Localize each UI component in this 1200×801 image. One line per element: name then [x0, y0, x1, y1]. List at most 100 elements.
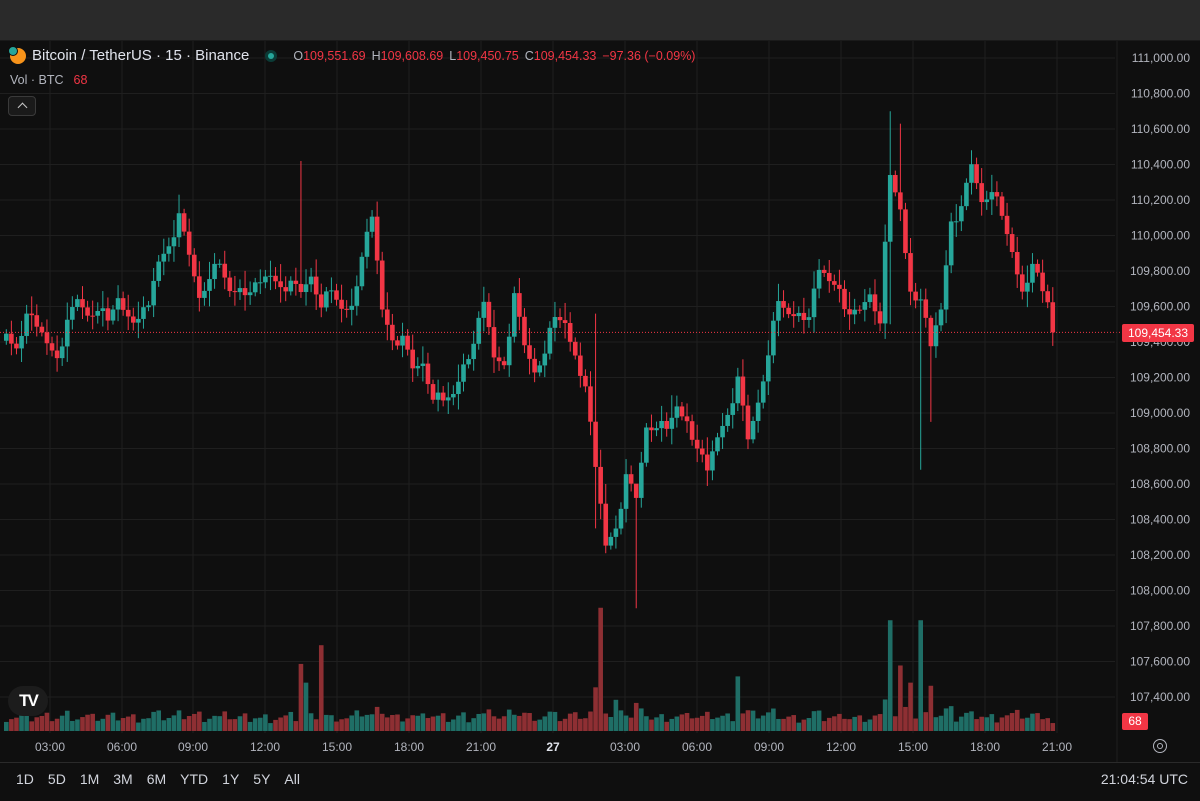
range-button-ytd[interactable]: YTD	[180, 771, 209, 787]
candle[interactable]	[1045, 291, 1050, 303]
candle[interactable]	[893, 175, 898, 193]
candle[interactable]	[999, 196, 1005, 216]
candle[interactable]	[268, 275, 273, 277]
candle[interactable]	[171, 237, 177, 247]
candle[interactable]	[308, 276, 314, 285]
range-button-6m[interactable]: 6M	[146, 771, 167, 787]
range-button-1m[interactable]: 1M	[79, 771, 100, 787]
candle[interactable]	[430, 384, 436, 400]
candle[interactable]	[24, 313, 29, 336]
candle[interactable]	[522, 316, 527, 346]
candle[interactable]	[100, 308, 106, 312]
candle[interactable]	[826, 272, 832, 282]
candle[interactable]	[324, 291, 329, 308]
candle[interactable]	[938, 309, 944, 326]
candle[interactable]	[151, 280, 156, 306]
candle[interactable]	[598, 466, 603, 504]
candle[interactable]	[654, 428, 659, 431]
candle[interactable]	[628, 474, 634, 484]
candle[interactable]	[989, 192, 995, 200]
candle[interactable]	[786, 307, 791, 315]
candle[interactable]	[481, 301, 487, 318]
candle[interactable]	[867, 294, 873, 303]
candle[interactable]	[288, 280, 294, 292]
candle[interactable]	[90, 315, 95, 317]
candle[interactable]	[847, 309, 852, 315]
candle[interactable]	[791, 314, 796, 317]
candle[interactable]	[908, 253, 913, 292]
candle[interactable]	[14, 343, 19, 349]
candle[interactable]	[329, 290, 334, 292]
candle[interactable]	[247, 292, 253, 296]
candle[interactable]	[252, 282, 258, 293]
candle[interactable]	[649, 427, 654, 431]
candle[interactable]	[969, 164, 974, 183]
candle[interactable]	[776, 301, 781, 321]
candle[interactable]	[517, 293, 522, 317]
candle[interactable]	[9, 333, 14, 344]
candle[interactable]	[186, 231, 192, 255]
candle[interactable]	[872, 294, 878, 312]
candle[interactable]	[339, 299, 344, 309]
candle[interactable]	[471, 343, 476, 360]
candle[interactable]	[832, 281, 837, 285]
candle[interactable]	[212, 263, 217, 280]
candle[interactable]	[760, 381, 766, 403]
candle[interactable]	[59, 346, 65, 359]
candle[interactable]	[359, 256, 365, 287]
candle[interactable]	[689, 421, 695, 440]
candle[interactable]	[903, 209, 908, 254]
candle[interactable]	[811, 288, 817, 318]
candle[interactable]	[242, 288, 248, 296]
settings-icon[interactable]	[1153, 739, 1167, 753]
candle[interactable]	[994, 192, 1000, 197]
candle[interactable]	[131, 316, 136, 323]
candle[interactable]	[613, 528, 619, 537]
range-button-1d[interactable]: 1D	[16, 771, 34, 787]
candle[interactable]	[313, 276, 319, 295]
candle[interactable]	[303, 284, 309, 293]
candle[interactable]	[766, 355, 771, 382]
candle[interactable]	[948, 221, 954, 266]
candle[interactable]	[745, 405, 751, 440]
candle[interactable]	[486, 301, 492, 328]
candle[interactable]	[578, 355, 583, 376]
candle[interactable]	[1050, 302, 1056, 333]
candle[interactable]	[608, 536, 614, 546]
candle[interactable]	[344, 308, 349, 310]
candle[interactable]	[933, 325, 939, 347]
candle[interactable]	[1020, 274, 1025, 292]
candle[interactable]	[862, 302, 868, 310]
candle[interactable]	[852, 309, 857, 315]
candle[interactable]	[369, 216, 375, 232]
candle[interactable]	[821, 269, 827, 273]
candle[interactable]	[1035, 263, 1040, 273]
candle[interactable]	[979, 183, 984, 203]
candle[interactable]	[679, 406, 685, 417]
candle[interactable]	[385, 309, 390, 325]
candle[interactable]	[400, 335, 405, 346]
candle[interactable]	[974, 164, 979, 184]
candle[interactable]	[349, 305, 355, 310]
candle[interactable]	[669, 417, 675, 429]
candle[interactable]	[1009, 234, 1015, 253]
candle[interactable]	[95, 311, 101, 316]
candle[interactable]	[699, 448, 705, 455]
candle[interactable]	[207, 279, 212, 291]
candle[interactable]	[222, 263, 228, 278]
candle[interactable]	[1004, 215, 1010, 235]
candle[interactable]	[913, 291, 918, 301]
candle[interactable]	[420, 363, 426, 366]
candle[interactable]	[298, 283, 304, 293]
candle[interactable]	[771, 320, 776, 356]
candle[interactable]	[80, 299, 85, 308]
candle[interactable]	[176, 213, 182, 238]
candle[interactable]	[1014, 252, 1020, 275]
candle[interactable]	[263, 276, 268, 283]
candle[interactable]	[801, 312, 807, 320]
candle[interactable]	[70, 307, 75, 320]
candle[interactable]	[1030, 263, 1035, 283]
candle[interactable]	[583, 375, 588, 387]
candle[interactable]	[633, 483, 639, 498]
